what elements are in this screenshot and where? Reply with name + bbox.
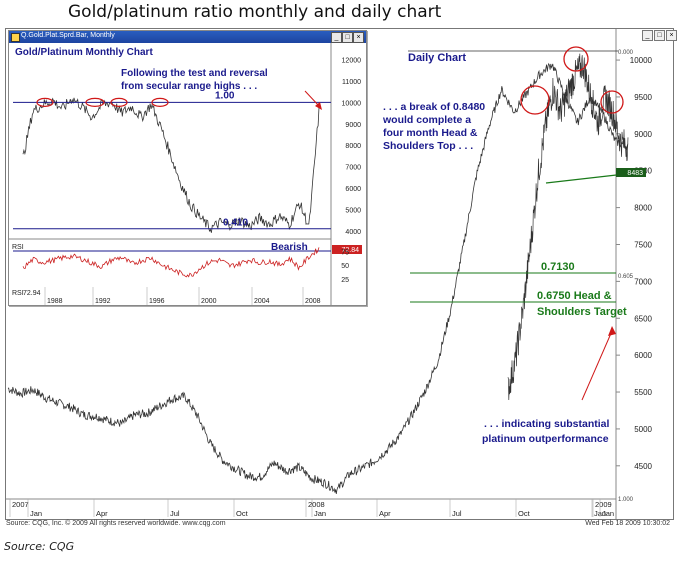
restore-button[interactable]: □	[654, 30, 665, 41]
shoulder-marker-0	[520, 85, 550, 115]
monthly-y-tick-label: 5000	[345, 207, 361, 214]
daily-price-series	[7, 62, 629, 494]
bearish-label: Bearish	[271, 242, 308, 253]
monthly-y-tick-label: 8000	[345, 143, 361, 150]
x-tick-label: Jan	[314, 509, 326, 518]
daily-chart: 1000095009000850080007500700065006000550…	[6, 29, 653, 519]
x-tick-label: Jan	[30, 509, 42, 518]
x-tick-label: Apr	[379, 509, 391, 518]
y-tick-label: 8000	[634, 204, 652, 213]
inset-minimize-button[interactable]: _	[331, 32, 342, 43]
price-label-bottom: 1.000	[618, 497, 634, 503]
x-tick-label: Jul	[170, 509, 180, 518]
monthly-window-title: Q.Gold.Plat.Sprd.Bar, Monthly	[21, 32, 115, 39]
following-annotation-line2: from secular range highs . . .	[121, 81, 257, 92]
footer-copyright: Source: CQG, Inc. © 2009 All rights rese…	[6, 520, 226, 527]
neckline-price-box	[616, 168, 646, 177]
monthly-x-tick-label: 1992	[95, 298, 111, 305]
break-annotation-line: four month Head &	[383, 127, 478, 139]
monthly-chart-window[interactable]: Q.Gold.Plat.Sprd.Bar, Monthly _ □ × 1200…	[8, 30, 367, 306]
level-041-label: 0.410	[223, 218, 248, 229]
y-tick-label: 4500	[634, 462, 652, 471]
minimize-button[interactable]: _	[642, 30, 653, 41]
monthly-x-tick-label: 2000	[201, 298, 217, 305]
monthly-y-tick-label: 11000	[342, 79, 361, 86]
target-label-line1: 0.6750 Head &	[537, 290, 612, 302]
monthly-x-tick-label: 2008	[305, 298, 321, 305]
monthly-y-tick-label: 7000	[345, 165, 361, 172]
rsi-bottom-value: 72.94	[23, 290, 41, 297]
price-label-right: 8483	[627, 170, 643, 177]
monthly-price-series	[22, 97, 320, 233]
chart-window-icon	[11, 33, 20, 42]
monthly-chart: 12000 11000 10000 9000 8000 7000 6000 5000 4000 G…	[9, 43, 362, 305]
level-7130-label: 0.7130	[541, 261, 575, 273]
target-label-line2: Shoulders Target	[537, 306, 627, 318]
price-label-mid: 0.605	[618, 274, 634, 280]
inset-close-button[interactable]: ×	[353, 32, 364, 43]
level-100-label: 1.00	[215, 90, 235, 101]
monthly-x-tick-label: 1996	[149, 298, 165, 305]
indicating-line1: . . . indicating substantial	[484, 418, 610, 430]
x-tick-label: 2009	[595, 500, 612, 509]
target-arrow	[581, 330, 613, 401]
y-tick-label: 7500	[634, 240, 652, 249]
y-tick-label: 10000	[630, 56, 653, 65]
break-annotation-line: Shoulders Top . . .	[383, 140, 473, 152]
x-tick-label: Jan	[602, 509, 614, 518]
page-title: Gold/platinum ratio monthly and daily ch…	[68, 2, 442, 22]
x-tick-label: 2007	[12, 500, 29, 509]
monthly-y-tick-label: 10000	[342, 100, 362, 107]
following-arrow-head	[315, 102, 322, 110]
x-tick-label: 2008	[308, 500, 325, 509]
shoulder-marker-1	[563, 46, 589, 72]
rsi-series	[22, 247, 320, 278]
rsi-value-box	[332, 245, 362, 254]
break-annotation-line: . . . a break of 0.8480	[383, 101, 485, 113]
monthly-y-tick-label: 6000	[345, 186, 361, 193]
monthly-y-tick-label: 9000	[345, 122, 361, 129]
monthly-window-titlebar[interactable]: Q.Gold.Plat.Sprd.Bar, Monthly _ □ ×	[9, 31, 366, 43]
rsi-label: RSI	[12, 244, 24, 251]
source-note: Source: CQG	[4, 540, 75, 553]
rsi-bottom-label: RSI	[12, 290, 24, 297]
rsi-y-tick-label: 50	[341, 263, 349, 270]
close-button[interactable]: ×	[666, 30, 677, 41]
y-tick-label: 5000	[634, 425, 652, 434]
x-tick-label: Jul	[452, 509, 462, 518]
following-annotation-line1: Following the test and reversal	[121, 68, 268, 79]
target-arrow-head	[608, 326, 616, 336]
price-label-top: 0.000	[618, 50, 634, 56]
x-tick-label: Apr	[96, 509, 108, 518]
rsi-y-tick-label: 75	[341, 249, 349, 256]
resistance-test-marker-2	[110, 97, 128, 107]
resistance-test-marker-0	[36, 97, 54, 107]
x-tick-label: Oct	[236, 509, 249, 518]
daily-chart-title: Daily Chart	[408, 52, 466, 64]
y-tick-label: 9000	[634, 130, 652, 139]
x-tick-label: Oct	[518, 509, 531, 518]
y-tick-label: 9500	[634, 93, 652, 102]
rsi-y-tick-label: 25	[341, 277, 349, 284]
inset-restore-button[interactable]: □	[342, 32, 353, 43]
y-tick-label: 5500	[634, 388, 652, 397]
resistance-test-marker-1	[85, 97, 105, 107]
y-tick-label: 6500	[634, 314, 652, 323]
monthly-y-tick-label: 12000	[342, 58, 362, 65]
monthly-x-tick-label: 1988	[47, 298, 63, 305]
y-tick-label: 7000	[634, 277, 652, 286]
rsi-value-label: 72.84	[341, 247, 359, 254]
daily-price-volatility	[507, 53, 629, 401]
break-annotation-line: would complete a	[382, 114, 471, 126]
shoulder-marker-2	[600, 90, 624, 114]
monthly-y-tick-label: 4000	[345, 229, 361, 236]
footer-timestamp: Wed Feb 18 2009 10:30:02	[585, 520, 670, 527]
resistance-test-marker-3	[151, 97, 169, 107]
indicating-line2: platinum outperformance	[482, 433, 609, 445]
monthly-chart-title: Gold/Platinum Monthly Chart	[15, 47, 153, 58]
monthly-x-tick-label: 2004	[254, 298, 270, 305]
y-tick-label: 6000	[634, 351, 652, 360]
